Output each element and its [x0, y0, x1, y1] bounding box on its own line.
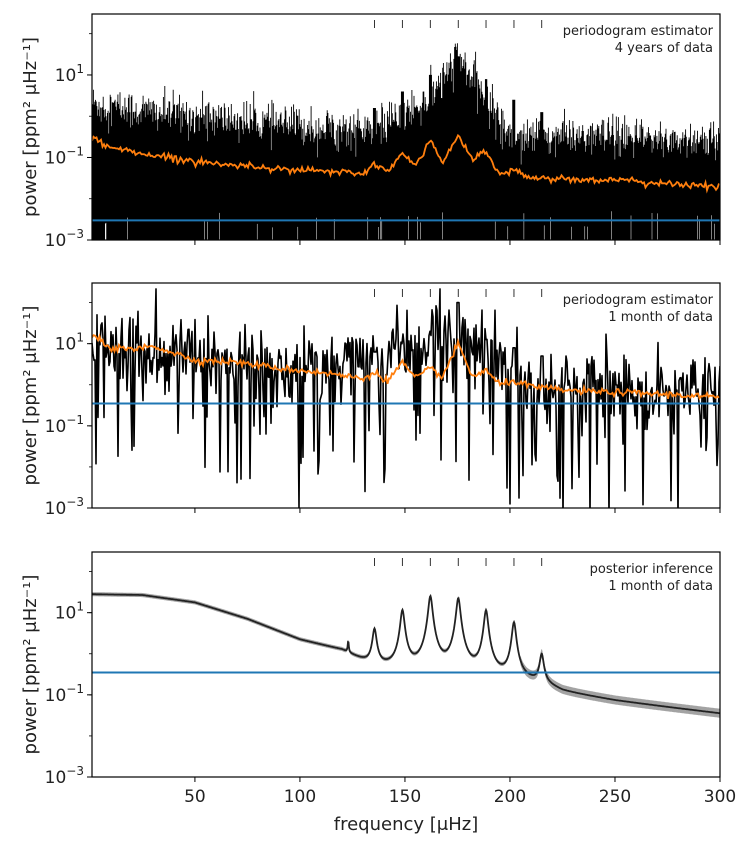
panel-annotation: posterior inference: [590, 562, 713, 577]
y-tick-label: 10−1: [45, 413, 84, 437]
plot-area: [92, 43, 720, 240]
y-tick-label: 10−3: [45, 495, 84, 519]
panel-top: 10−3 10−1 101 periodogram estimator 4 years …: [20, 13, 721, 251]
y-tick-label: 10−1: [45, 144, 84, 168]
smoothed-series: [92, 333, 720, 401]
y-axis-label: power [ppm² μHz⁻¹]: [20, 306, 41, 486]
periodogram-series: [92, 288, 720, 508]
plot-area: [92, 592, 720, 718]
x-tick-label: 50: [184, 787, 206, 807]
y-tick-label: 10−1: [45, 682, 84, 706]
plot-area: [92, 288, 720, 508]
y-tick-label: 101: [55, 600, 84, 624]
x-tick-label: 300: [704, 787, 736, 807]
x-axis-label: frequency [μHz]: [334, 814, 478, 835]
x-tick-label: 250: [599, 787, 631, 807]
panel-annotation: 1 month of data: [608, 579, 713, 594]
panel-bottom: 10−3 10−1 101 50 100 150 200 250 300 posterior in…: [20, 551, 736, 835]
x-tick-label: 100: [284, 787, 316, 807]
panel-middle: 10−3 10−1 101 periodogram estimator 1 month …: [20, 282, 721, 519]
panel-annotation: 1 month of data: [608, 310, 713, 325]
y-tick-label: 10−3: [45, 764, 84, 788]
axes-frame: [91, 13, 721, 241]
y-tick-label: 101: [55, 331, 84, 355]
periodogram-series: [92, 43, 720, 240]
x-tick-label: 200: [494, 787, 526, 807]
axes-frame: [91, 282, 721, 509]
panel-annotation: 4 years of data: [615, 41, 713, 56]
panel-annotation: periodogram estimator: [563, 24, 714, 39]
y-axis-label: power [ppm² μHz⁻¹]: [20, 575, 41, 755]
y-tick-label: 10−3: [45, 227, 84, 251]
panel-annotation: periodogram estimator: [563, 293, 714, 308]
posterior-median-series: [92, 593, 720, 715]
posterior-band: [92, 592, 720, 718]
x-tick-label: 150: [389, 787, 421, 807]
smoothed-series: [92, 133, 720, 194]
axes-frame: [91, 551, 721, 778]
y-axis-label: power [ppm² μHz⁻¹]: [20, 37, 41, 217]
y-tick-label: 101: [55, 62, 84, 86]
